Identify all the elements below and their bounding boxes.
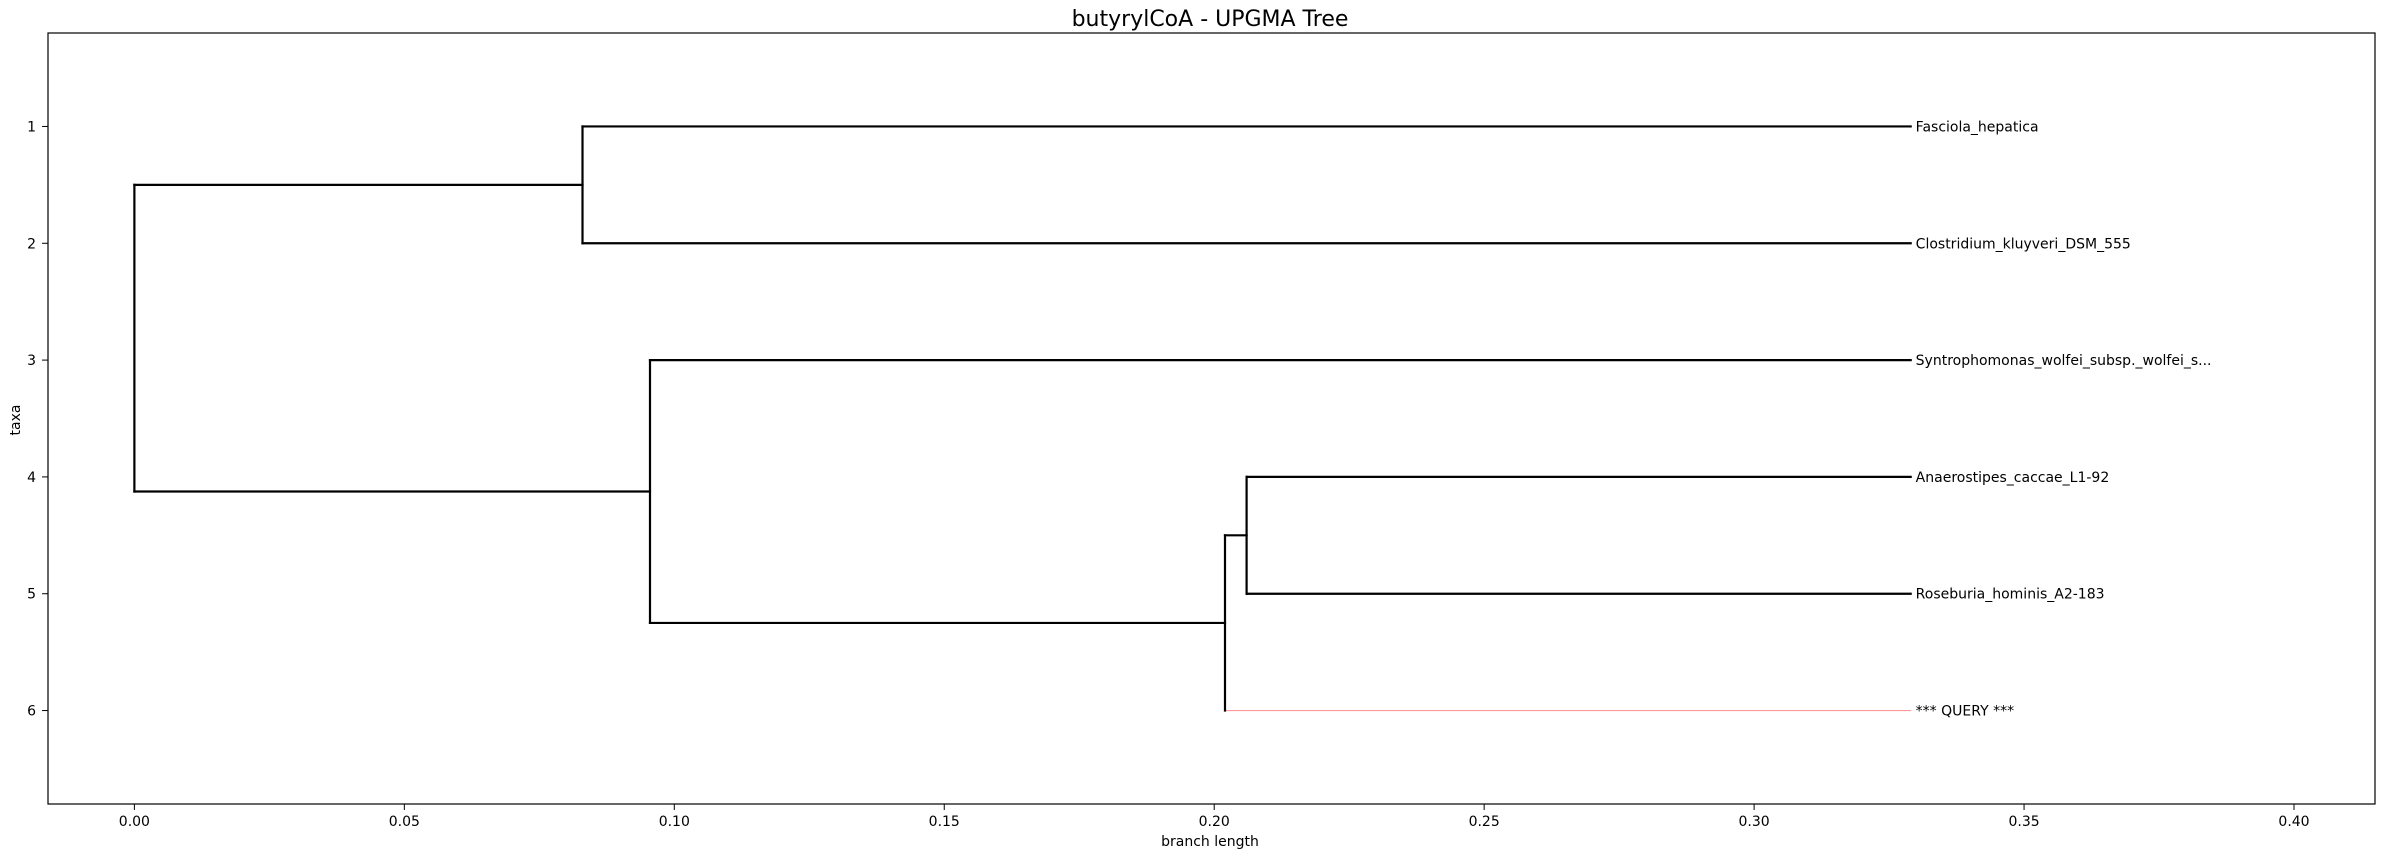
x-tick-label: 0.25: [1469, 814, 1500, 830]
x-axis-label: branch length: [1161, 834, 1259, 850]
x-tick-label: 0.30: [1739, 814, 1770, 830]
y-tick-label: 3: [27, 353, 36, 369]
x-tick-label: 0.15: [929, 814, 960, 830]
x-tick-label: 0.00: [119, 814, 150, 830]
tree-branches: [133, 125, 1912, 712]
y-axis: 1 2 3 4 5 6: [27, 119, 48, 720]
x-tick-label: 0.05: [389, 814, 420, 830]
leaf-label: *** QUERY ***: [1916, 704, 2014, 720]
y-tick-label: 4: [27, 470, 36, 486]
y-axis-label: taxa: [8, 405, 24, 436]
y-tick-label: 6: [27, 704, 36, 720]
y-tick-label: 2: [27, 236, 36, 252]
x-tick-label: 0.40: [2278, 814, 2309, 830]
y-tick-label: 5: [27, 587, 36, 603]
x-tick-label: 0.10: [659, 814, 690, 830]
x-tick-label: 0.20: [1199, 814, 1230, 830]
plot-frame: [47, 32, 2376, 805]
x-tick-label: 0.35: [2008, 814, 2039, 830]
x-axis: 0.00 0.05 0.10 0.15 0.20 0.25 0.30 0.35 0.40: [119, 804, 2310, 830]
chart-title: butyrylCoA - UPGMA Tree: [1072, 7, 1349, 32]
leaf-label: Clostridium_kluyveri_DSM_555: [1916, 236, 2131, 252]
leaf-label: Syntrophomonas_wolfei_subsp._wolfei_s...: [1916, 353, 2212, 369]
y-tick-label: 1: [27, 119, 36, 135]
leaf-label: Fasciola_hepatica: [1916, 119, 2039, 135]
leaf-label: Anaerostipes_caccae_L1-92: [1916, 470, 2110, 486]
leaf-labels: Fasciola_hepatica Clostridium_kluyveri_DS…: [1916, 119, 2212, 719]
leaf-label: Roseburia_hominis_A2-183: [1916, 587, 2105, 603]
